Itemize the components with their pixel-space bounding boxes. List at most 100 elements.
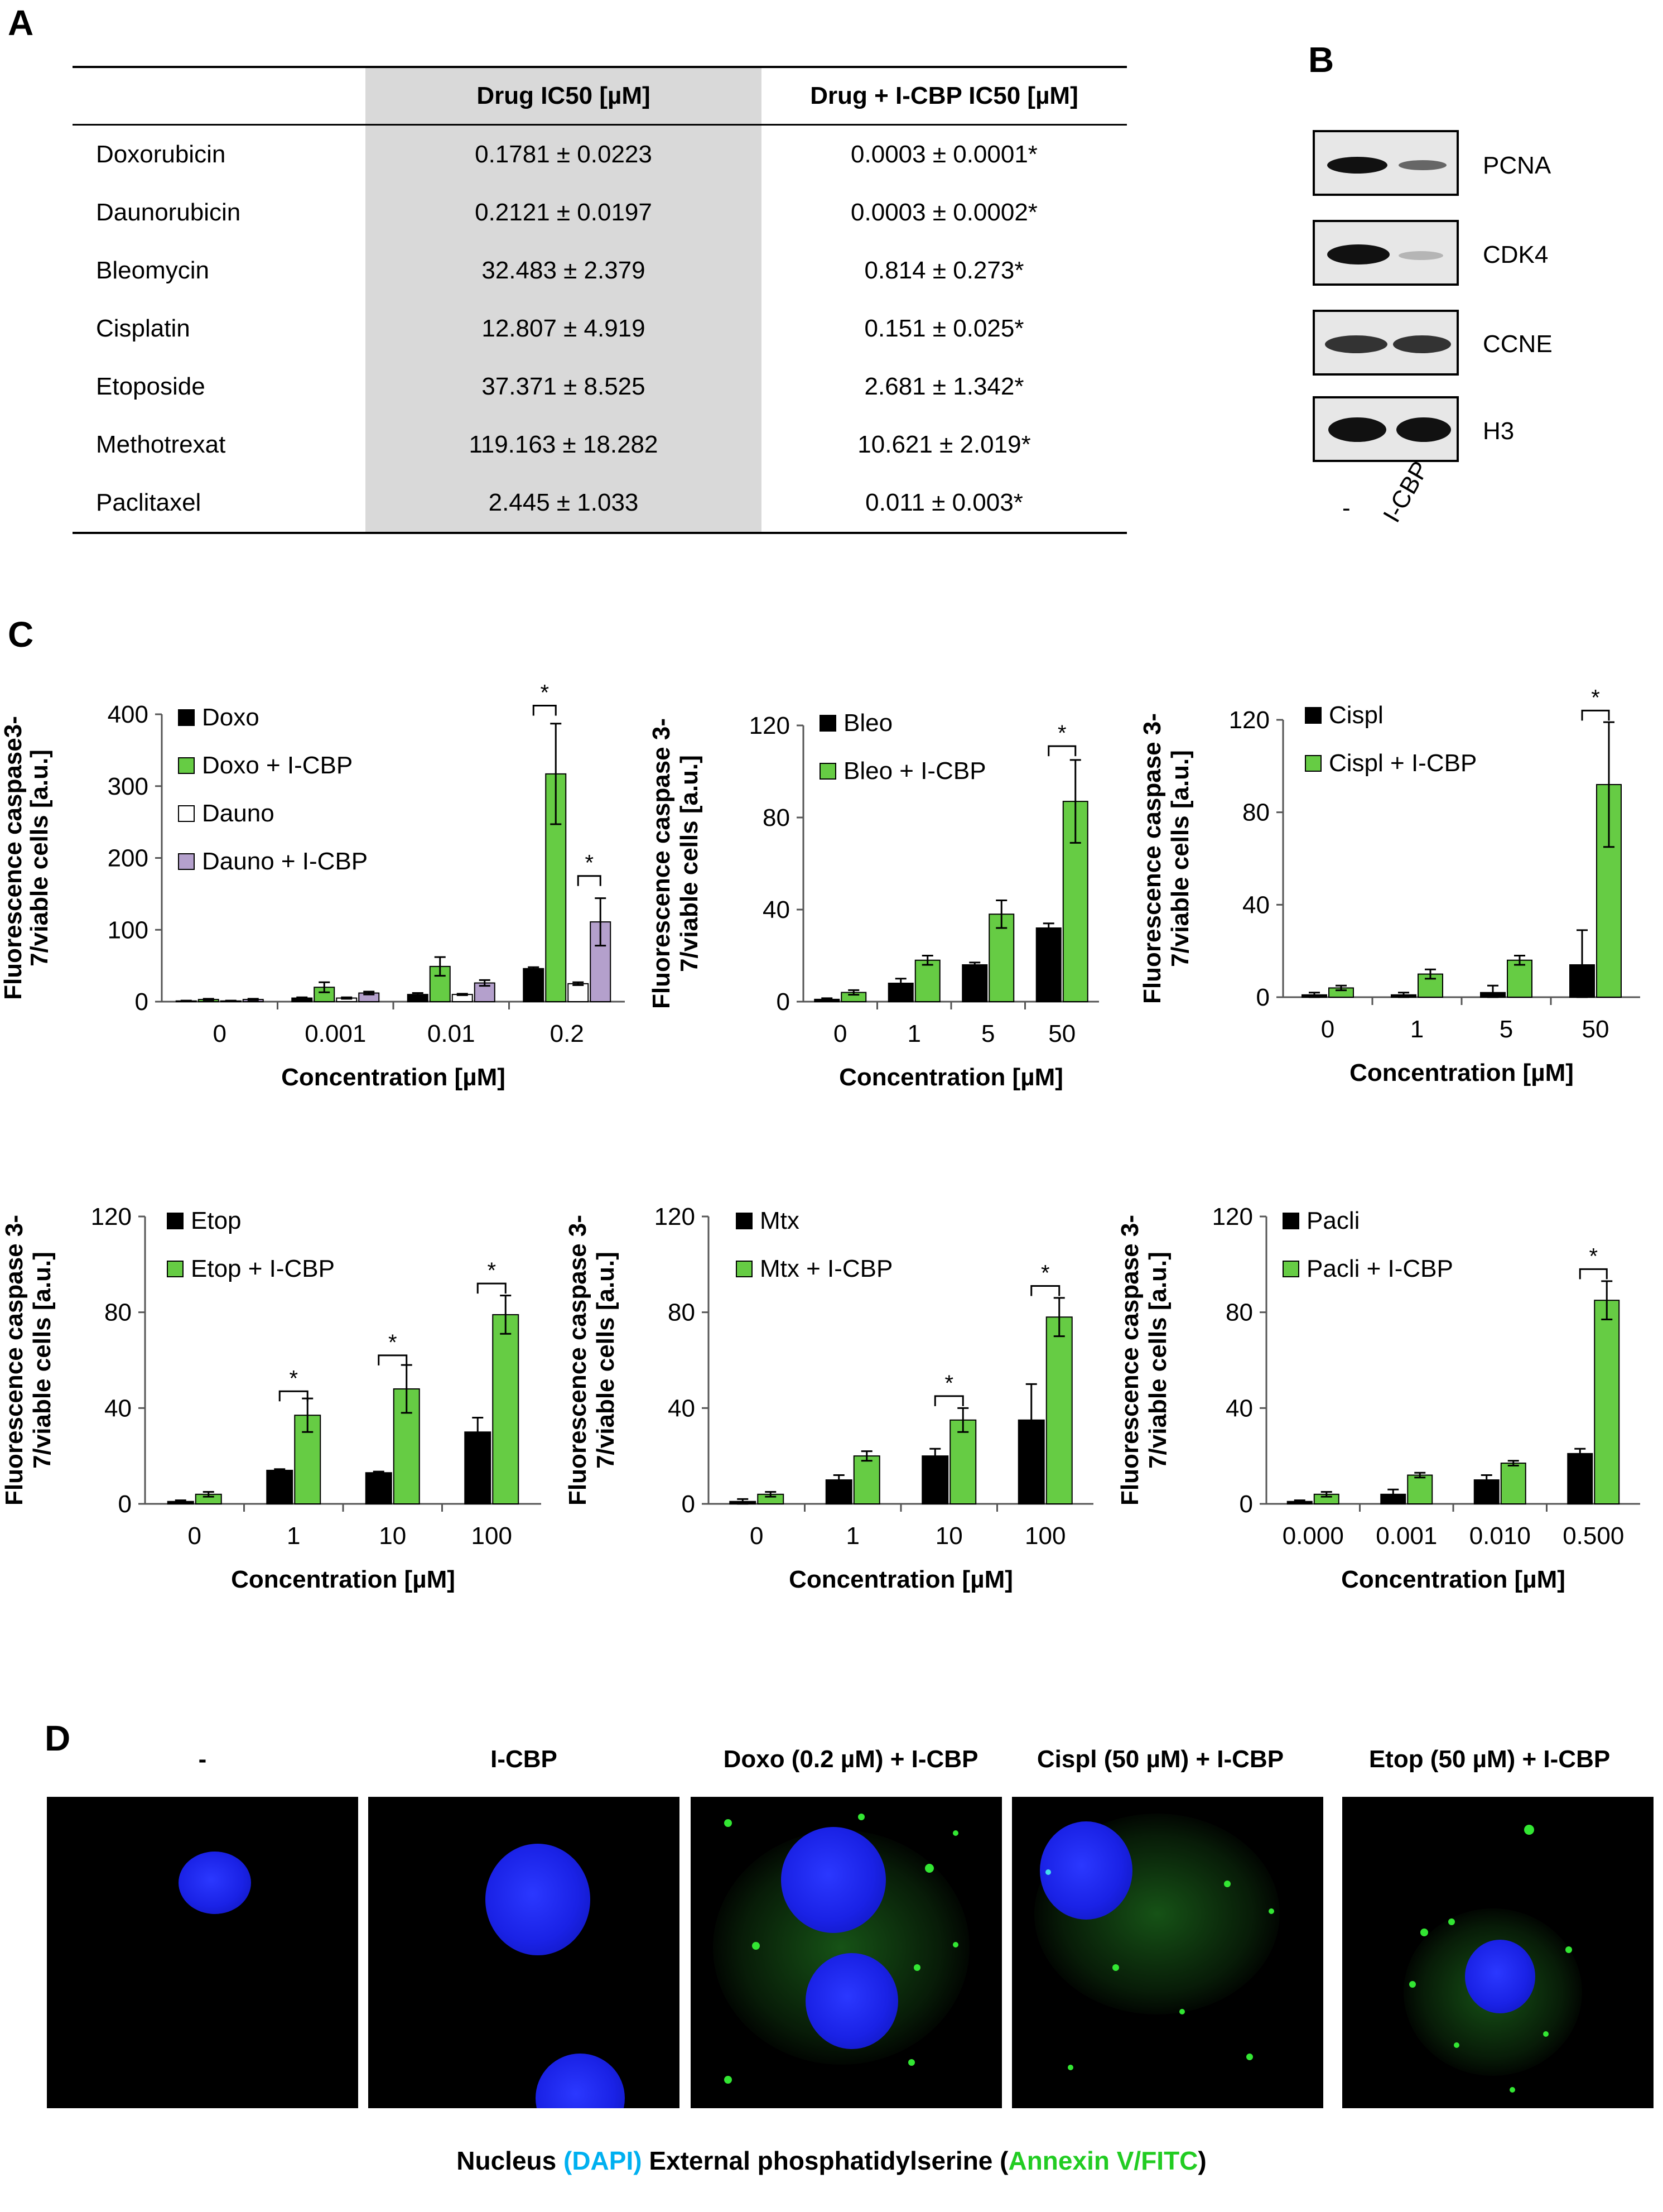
table-cell: Methotrexat: [96, 431, 226, 458]
x-tick-label: 0: [750, 1522, 763, 1550]
legend-label: Cispl: [1329, 701, 1384, 729]
x-tick-label: 0.500: [1563, 1522, 1624, 1550]
y-axis-label: Fluorescence caspase 3-: [648, 718, 675, 1009]
annexin-spot: [1524, 1825, 1534, 1835]
table-cell: 119.163 ± 18.282: [365, 416, 761, 474]
legend-annexin-text: Annexin V/FITC: [1008, 2146, 1198, 2175]
annexin-spot: [953, 1942, 958, 1947]
x-axis-label: Concentration [µM]: [1341, 1566, 1565, 1593]
annexin-spot: [1448, 1918, 1455, 1925]
nucleus: [1040, 1821, 1132, 1920]
chart-mtx: 0 40 80 120 0 1 10 100 * * Mtx Mtx + I-CBP Concentra…: [564, 1203, 1093, 1593]
y-tick-label: 80: [668, 1299, 695, 1326]
bar: [949, 1419, 977, 1504]
chart-bleo: 0 40 80 120 0 1 5 50 * Bleo Bleo + I-CBP Concentrat…: [648, 709, 1099, 1091]
significance-star: *: [388, 1330, 397, 1355]
annexin-spot: [1420, 1929, 1428, 1936]
blot-band: [1399, 251, 1443, 260]
nucleus: [806, 1953, 898, 2049]
blot-band: [1325, 335, 1387, 353]
legend-swatch: [820, 763, 836, 780]
x-tick-label: 0.010: [1469, 1522, 1531, 1550]
table-header-row: Drug IC50 [µM] Drug + I-CBP IC50 [µM]: [73, 66, 1127, 126]
blot-band: [1327, 244, 1390, 265]
legend-label: Mtx: [760, 1207, 799, 1234]
table-cell: 12.807 ± 4.919: [365, 300, 761, 358]
nucleus: [1465, 1940, 1535, 2013]
y-axis-label: 7/viable cells [a.u.]: [592, 1252, 619, 1469]
y-tick-label: 40: [1226, 1394, 1253, 1422]
legend-swatch: [1305, 755, 1322, 772]
x-tick-label: 0.001: [1376, 1522, 1437, 1550]
bar: [914, 959, 941, 1002]
significance-bracket: [378, 1354, 408, 1365]
legend-swatch: [1283, 1261, 1299, 1277]
x-axis-label: Concentration [µM]: [231, 1566, 455, 1593]
table-cell: 0.151 ± 0.025*: [864, 315, 1024, 342]
y-tick-label: 0: [118, 1490, 132, 1518]
x-tick-label: 0: [213, 1020, 226, 1047]
table-cell: Cisplatin: [96, 315, 190, 342]
x-tick-label: 10: [379, 1522, 406, 1550]
legend-swatch: [736, 1213, 753, 1229]
micro-image-cispl: [1012, 1797, 1323, 2108]
y-axis-label: Fluorescence caspase 3-: [1116, 1215, 1144, 1506]
annexin-spot: [1112, 1964, 1119, 1971]
bar: [492, 1314, 519, 1504]
y-tick-label: 100: [108, 916, 148, 944]
y-tick-label: 40: [104, 1394, 132, 1422]
y-tick-label: 120: [91, 1203, 132, 1230]
blot-ccne: [1313, 310, 1459, 376]
micro-title: Cispl (50 µM) + I-CBP: [1037, 1745, 1284, 1773]
bar: [567, 983, 589, 1002]
significance-star: *: [1041, 1261, 1050, 1285]
significance-star: *: [540, 681, 549, 705]
blot-band: [1396, 417, 1451, 442]
legend-label: Mtx + I-CBP: [760, 1255, 893, 1282]
table-cell: 0.2121 ± 0.0197: [365, 184, 761, 242]
y-tick-label: 40: [668, 1394, 695, 1422]
blot-cdk4: [1313, 220, 1459, 286]
bar: [1596, 783, 1622, 998]
annexin-spot: [908, 2059, 915, 2066]
annexin-spot: [724, 1819, 732, 1827]
significance-star: *: [585, 851, 594, 876]
bar: [962, 964, 988, 1002]
table-cell: Bleomycin: [96, 257, 209, 284]
x-tick-label: 1: [908, 1020, 921, 1047]
blot-band: [1393, 335, 1451, 353]
legend-dapi-text: (DAPI): [563, 2146, 642, 2175]
y-axis-label: 7/viable cells [a.u.]: [1166, 750, 1194, 967]
legend-label: Dauno: [202, 800, 274, 827]
microscopy-legend: Nucleus (DAPI) External phosphatidylseri…: [0, 2146, 1663, 2176]
blot-band: [1327, 157, 1387, 174]
x-tick-label: 100: [471, 1522, 512, 1550]
bar: [365, 1472, 392, 1504]
y-axis-label: 7/viable cells [a.u.]: [1144, 1252, 1172, 1469]
legend-label: Etop + I-CBP: [191, 1255, 335, 1282]
legend-swatch: [820, 715, 836, 732]
micro-image-control: [47, 1797, 358, 2108]
annexin-spot: [925, 1864, 934, 1873]
significance-star: *: [1058, 721, 1067, 746]
legend-label: Bleo + I-CBP: [843, 757, 986, 785]
x-tick-label: 5: [981, 1020, 995, 1047]
lane-label-icbp: I-CBP: [1378, 456, 1435, 527]
legend-swatch: [178, 757, 195, 774]
y-axis-label: 7/viable cells [a.u.]: [676, 755, 703, 972]
x-tick-label: 0: [1321, 1016, 1334, 1043]
y-axis-label: 7/viable cells [a.u.]: [26, 749, 53, 966]
micro-image-icbp: [368, 1797, 679, 2108]
table-body: Doxorubicin 0.1781 ± 0.0223 0.0003 ± 0.000…: [73, 124, 1127, 534]
legend-external-text: External phosphatidylserine (: [642, 2146, 1009, 2175]
annexin-spot: [914, 1964, 920, 1971]
blot-label-cdk4: CDK4: [1483, 241, 1549, 268]
significance-bracket: [1030, 1285, 1061, 1296]
y-tick-label: 120: [1229, 706, 1270, 734]
panel-label-d: D: [45, 1718, 71, 1758]
ic50-table: Drug IC50 [µM] Drug + I-CBP IC50 [µM] Do…: [73, 66, 1127, 534]
table-cell: 10.621 ± 2.019*: [857, 431, 1031, 458]
annexin-spot: [1543, 2031, 1549, 2037]
x-tick-label: 10: [936, 1522, 963, 1550]
blot-label-ccne: CCNE: [1483, 330, 1553, 358]
